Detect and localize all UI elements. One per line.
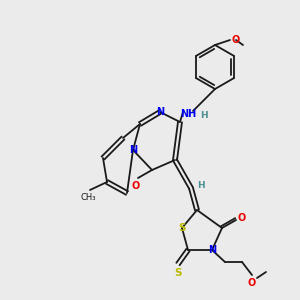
Text: O: O <box>132 181 140 191</box>
Text: NH: NH <box>180 109 196 119</box>
Text: O: O <box>248 278 256 288</box>
Text: O: O <box>238 213 246 223</box>
Text: H: H <box>200 112 208 121</box>
Text: O: O <box>232 35 240 45</box>
Text: N: N <box>129 145 137 155</box>
Text: S: S <box>178 223 186 233</box>
Text: N: N <box>156 107 164 117</box>
Text: S: S <box>174 268 182 278</box>
Text: CH₃: CH₃ <box>80 193 96 202</box>
Text: H: H <box>197 181 205 190</box>
Text: N: N <box>208 245 216 255</box>
